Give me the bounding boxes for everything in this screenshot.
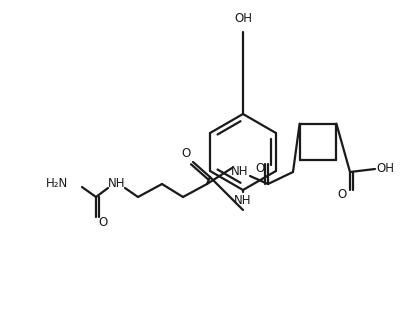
Text: H₂N: H₂N	[46, 178, 68, 191]
Text: O: O	[255, 163, 264, 176]
Text: O: O	[98, 215, 107, 229]
Text: O: O	[337, 188, 346, 201]
Text: O: O	[181, 147, 190, 161]
Text: OH: OH	[375, 163, 393, 176]
Text: NH: NH	[231, 165, 248, 179]
Text: NH: NH	[108, 178, 126, 191]
Text: NH: NH	[234, 195, 251, 208]
Text: OH: OH	[233, 12, 252, 26]
